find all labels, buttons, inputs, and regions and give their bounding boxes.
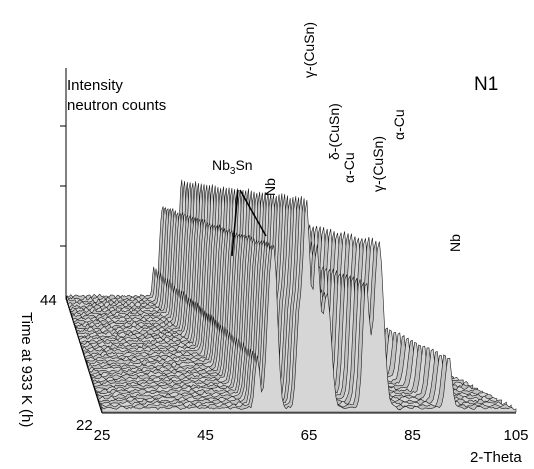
peak-label-7: Nb — [447, 234, 463, 252]
scan-0 — [101, 199, 517, 413]
x-axis-label: 2-Theta — [470, 449, 522, 466]
intensity-axis — [60, 68, 67, 298]
peak-label-2: γ-(CuSn) — [301, 22, 317, 78]
panel-label: N1 — [474, 74, 498, 95]
waterfall-surface — [65, 179, 517, 413]
x-tick-label-85: 85 — [404, 427, 421, 444]
x-tick-label-25: 25 — [94, 427, 111, 444]
peak-label-3: δ-(CuSn) — [326, 103, 342, 160]
peak-label-6: α-Cu — [391, 109, 407, 140]
peak-label-5: γ-(CuSn) — [370, 136, 386, 192]
peak-label-4: α-Cu — [341, 152, 357, 183]
y-axis-label: Time at 933 K (h) — [18, 312, 35, 427]
x-axis: 25 45 65 85 105 — [94, 412, 529, 444]
z-axis-label-line1: Intensity — [67, 77, 123, 94]
nb3sn-leader-2 — [239, 189, 267, 237]
x-tick-label-45: 45 — [197, 427, 214, 444]
z-axis-label-line2: neutron counts — [67, 97, 166, 114]
y-axis-line — [65, 297, 103, 414]
x-tick-label-105: 105 — [503, 427, 528, 444]
y-axis: 44 22 — [40, 292, 103, 434]
peak-label-1: Nb — [262, 178, 278, 196]
peak-label-0: Nb3Sn — [212, 157, 253, 177]
x-tick-label-65: 65 — [301, 427, 318, 444]
nb3sn-leader-1 — [231, 189, 239, 257]
y-tick-label-22: 22 — [76, 417, 93, 434]
y-tick-label-44: 44 — [40, 292, 57, 309]
